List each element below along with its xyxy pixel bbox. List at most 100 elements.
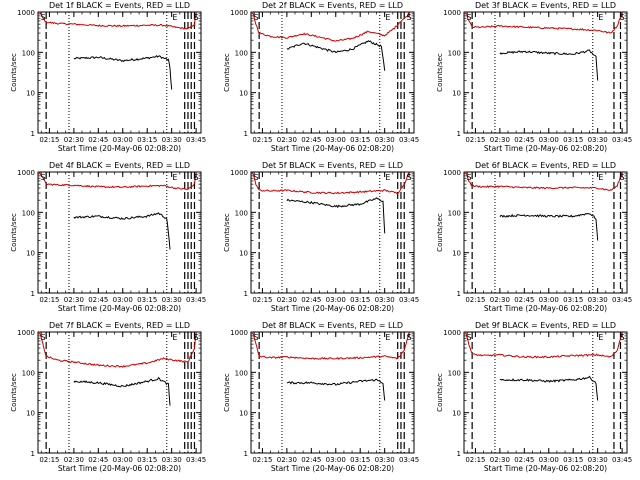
x-tick-label: 03:45 (399, 296, 419, 304)
x-tick-label: 02:15 (465, 136, 485, 144)
y-tick-label: 10 (26, 90, 35, 98)
x-tick-label: 03:15 (350, 456, 370, 464)
x-tick-label: 02:30 (490, 296, 510, 304)
x-tick-label: 02:45 (301, 296, 321, 304)
y-tick-label: 100 (235, 209, 248, 217)
x-tick-label: 03:15 (350, 296, 370, 304)
chart-title: Det 6f BLACK = Events, RED = LLD (475, 161, 616, 170)
y-tick-label: 1000 (443, 9, 461, 17)
y-axis-label: Counts/sec (10, 53, 18, 92)
chart-panel-9: Det 9f BLACK = Events, RED = LLD 1 10 100 10… (436, 321, 632, 473)
x-tick-label: 03:45 (612, 296, 632, 304)
segment-annotation: S (466, 13, 471, 22)
x-tick-label: 02:45 (88, 456, 108, 464)
x-tick-label: 02:45 (301, 456, 321, 464)
y-axis-label: Counts/sec (436, 373, 444, 412)
segment-annotation: E (385, 173, 390, 182)
x-tick-label: 03:30 (375, 136, 395, 144)
segment-annotation: S (466, 333, 471, 342)
chart-title: Det 5f BLACK = Events, RED = LLD (262, 161, 403, 170)
x-tick-label: 03:30 (162, 136, 182, 144)
chart-title: Det 1f BLACK = Events, RED = LLD (49, 1, 190, 10)
x-tick-label: 03:00 (326, 456, 346, 464)
y-axis-label: Counts/sec (223, 373, 231, 412)
x-tick-label: 02:45 (301, 136, 321, 144)
x-tick-label: 03:00 (539, 136, 559, 144)
segment-annotation: S (193, 333, 198, 342)
x-tick-label: 03:45 (612, 456, 632, 464)
plot-frame (250, 171, 415, 294)
segment-annotation: S (253, 333, 258, 342)
y-tick-label: 10 (26, 410, 35, 418)
x-tick-label: 03:00 (113, 456, 133, 464)
x-tick-label: 03:15 (563, 136, 583, 144)
x-tick-label: 02:30 (277, 136, 297, 144)
x-tick-label: 02:30 (64, 296, 84, 304)
x-tick-label: 02:45 (514, 456, 534, 464)
events-series-line (73, 54, 173, 90)
x-tick-label: 02:45 (88, 296, 108, 304)
x-tick-label: 03:15 (563, 456, 583, 464)
x-tick-label: 03:15 (137, 456, 157, 464)
chart-title: Det 7f BLACK = Events, RED = LLD (49, 321, 190, 330)
x-tick-label: 02:45 (88, 136, 108, 144)
x-tick-label: 03:45 (186, 296, 206, 304)
segment-annotation: S (466, 173, 471, 182)
x-tick-label: 02:15 (39, 296, 59, 304)
y-tick-label: 1000 (230, 169, 248, 177)
plot-frame (37, 331, 202, 454)
segment-annotation: S (619, 13, 624, 22)
segment-annotation: S (40, 333, 45, 342)
y-tick-label: 1 (31, 130, 35, 138)
x-tick-label: 03:30 (588, 456, 608, 464)
x-tick-label: 03:45 (399, 456, 419, 464)
y-tick-label: 1 (31, 450, 35, 458)
lld-series-line (465, 171, 623, 191)
y-tick-label: 100 (448, 49, 461, 57)
y-tick-label: 100 (235, 49, 248, 57)
x-tick-label: 03:00 (326, 296, 346, 304)
x-tick-label: 02:45 (514, 296, 534, 304)
x-tick-label: 02:30 (64, 456, 84, 464)
x-axis-label: Start Time (20-May-06 02:08:20) (271, 304, 394, 313)
plot-frame (37, 171, 202, 294)
segment-annotation: E (385, 13, 390, 22)
x-tick-label: 02:15 (39, 136, 59, 144)
chart-panel-7: Det 7f BLACK = Events, RED = LLD 1 10 100 10… (10, 321, 206, 473)
y-axis-label: Counts/sec (436, 53, 444, 92)
plot-frame (463, 11, 628, 134)
y-tick-label: 1000 (17, 329, 35, 337)
segment-annotation: S (40, 173, 45, 182)
y-axis-label: Counts/sec (436, 213, 444, 252)
chart-panel-1: Det 1f BLACK = Events, RED = LLD 1 10 100 10… (10, 1, 206, 153)
x-tick-label: 03:00 (113, 136, 133, 144)
lld-series-line (252, 171, 410, 195)
y-tick-label: 10 (452, 410, 461, 418)
chart-title: Det 4f BLACK = Events, RED = LLD (49, 161, 190, 170)
y-tick-label: 10 (239, 410, 248, 418)
segment-annotation: E (598, 13, 603, 22)
x-tick-label: 02:15 (465, 296, 485, 304)
y-axis-label: Counts/sec (10, 373, 18, 412)
x-tick-label: 03:30 (375, 456, 395, 464)
chart-title: Det 9f BLACK = Events, RED = LLD (475, 321, 616, 330)
x-tick-label: 03:00 (326, 136, 346, 144)
chart-panel-2: Det 2f BLACK = Events, RED = LLD 1 10 100 10… (223, 1, 419, 153)
plot-frame (463, 331, 628, 454)
y-tick-label: 10 (239, 90, 248, 98)
y-tick-label: 10 (452, 250, 461, 258)
x-axis-label: Start Time (20-May-06 02:08:20) (58, 304, 181, 313)
y-tick-label: 1 (457, 130, 461, 138)
y-axis-label: Counts/sec (10, 213, 18, 252)
x-tick-label: 03:30 (588, 296, 608, 304)
y-tick-label: 10 (452, 90, 461, 98)
segment-annotation: S (40, 13, 45, 22)
y-tick-label: 100 (235, 369, 248, 377)
x-tick-label: 02:45 (514, 136, 534, 144)
lld-series-line (39, 331, 197, 368)
y-axis-label: Counts/sec (223, 213, 231, 252)
events-series-line (286, 378, 386, 401)
plot-frame (463, 171, 628, 294)
